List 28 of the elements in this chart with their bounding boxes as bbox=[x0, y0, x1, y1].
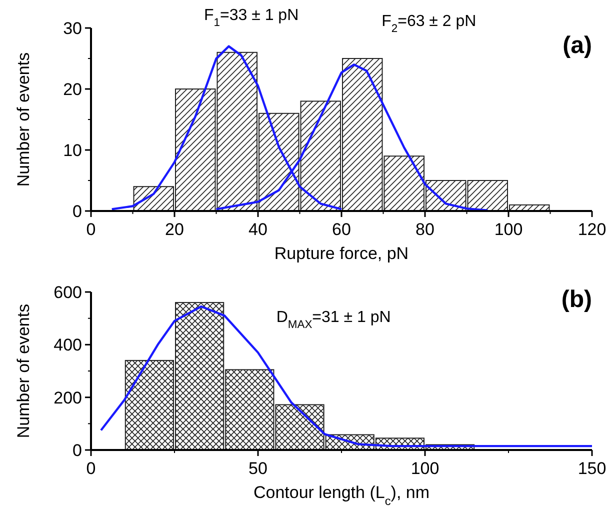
y-tick-label: 0 bbox=[72, 440, 82, 460]
x-tick-label: 80 bbox=[416, 220, 434, 239]
annotation: F$_{2}$=63 ± 2 pN bbox=[382, 13, 476, 35]
y-tick-label: 200 bbox=[54, 388, 82, 408]
y-tick-label: 400 bbox=[54, 336, 82, 355]
y-tick-label: 0 bbox=[72, 202, 82, 221]
x-tick-label: 100 bbox=[494, 220, 523, 239]
x-axis-title: Contour length (L$_{c}$), nm bbox=[253, 483, 430, 508]
x-tick-label: 60 bbox=[332, 220, 351, 239]
y-axis-title: Number of events bbox=[14, 304, 33, 438]
annotation: F$_{1}$=33 ± 1 pN bbox=[204, 7, 299, 29]
annotation: (a) bbox=[562, 32, 592, 59]
y-tick-label: 30 bbox=[63, 18, 82, 38]
x-tick-label: 0 bbox=[86, 459, 96, 478]
x-tick-label: 150 bbox=[578, 459, 606, 478]
x-tick-label: 40 bbox=[248, 220, 268, 239]
annotation: (b) bbox=[561, 286, 592, 313]
annotation: D$_{MAX}$=31 ± 1 pN bbox=[276, 309, 391, 331]
y-axis-title: Number of events bbox=[14, 52, 33, 187]
y-tick-label: 600 bbox=[54, 282, 82, 302]
x-axis-title: Rupture force, pN bbox=[274, 244, 409, 263]
x-tick-label: 100 bbox=[410, 459, 440, 478]
y-tick-label: 10 bbox=[63, 140, 82, 160]
x-tick-label: 20 bbox=[165, 220, 184, 239]
x-tick-label: 120 bbox=[578, 220, 606, 239]
x-tick-label: 0 bbox=[86, 220, 96, 239]
x-tick-label: 50 bbox=[248, 459, 268, 478]
y-tick-label: 20 bbox=[63, 80, 82, 99]
